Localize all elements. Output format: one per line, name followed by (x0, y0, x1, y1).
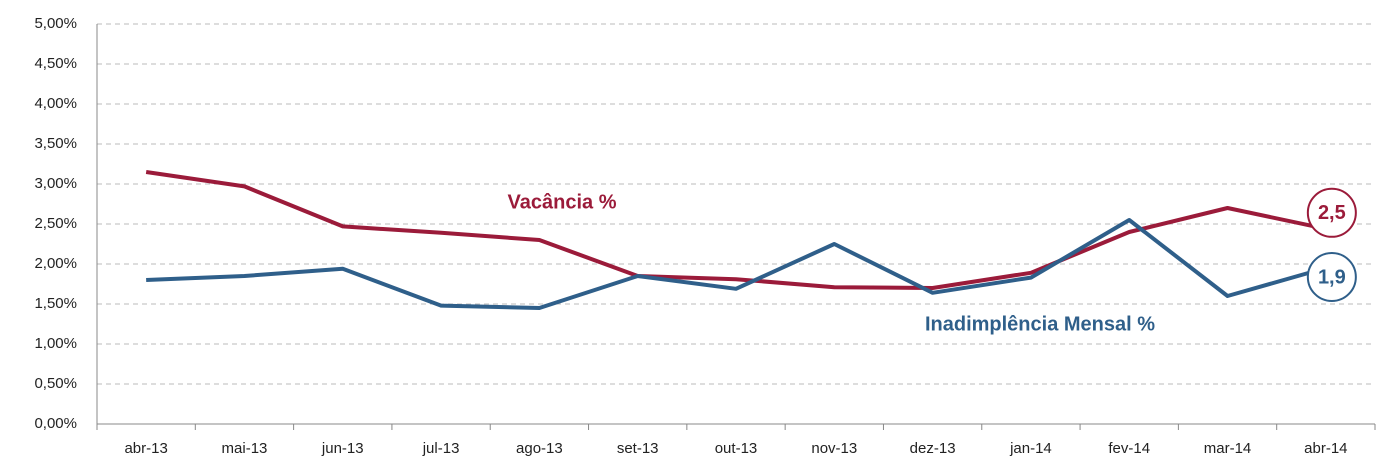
x-tick-label: out-13 (715, 440, 758, 457)
end-label-circle (1306, 187, 1357, 238)
y-tick-label: 4,00% (34, 95, 77, 112)
series-label: Inadimplência Mensal % (925, 313, 1155, 335)
series-line (146, 218, 1327, 310)
x-tick-label: mai-13 (222, 440, 268, 457)
y-tick-label: 3,50% (34, 135, 77, 152)
y-tick-label: 3,00% (34, 175, 77, 192)
x-tick-label: jul-13 (422, 440, 460, 457)
y-tick-label: 1,50% (34, 295, 77, 312)
x-tick-label: jun-13 (321, 440, 364, 457)
x-tick-label: nov-13 (811, 440, 857, 457)
series-label: Vacância % (508, 191, 617, 213)
end-label-circle (1306, 252, 1357, 302)
x-tick-label: abr-13 (124, 440, 167, 457)
x-tick-label: abr-14 (1304, 440, 1347, 457)
x-tick-label: jan-14 (1009, 440, 1052, 457)
end-label: 2,5 (1318, 202, 1346, 224)
series-line (145, 170, 1327, 290)
y-tick-label: 4,50% (34, 55, 77, 72)
x-tick-label: ago-13 (516, 440, 563, 457)
x-tick-label: dez-13 (910, 440, 956, 457)
x-tick-label: fev-14 (1108, 440, 1150, 457)
x-tick-label: mar-14 (1204, 440, 1252, 457)
y-tick-label: 5,00% (34, 15, 77, 32)
y-tick-label: 2,00% (34, 255, 77, 272)
y-tick-label: 0,50% (34, 375, 77, 392)
y-tick-label: 0,00% (34, 415, 77, 432)
y-tick-label: 2,50% (34, 215, 77, 232)
end-label: 1,9 (1318, 266, 1346, 288)
y-tick-label: 1,00% (34, 335, 77, 352)
x-tick-label: set-13 (617, 440, 659, 457)
